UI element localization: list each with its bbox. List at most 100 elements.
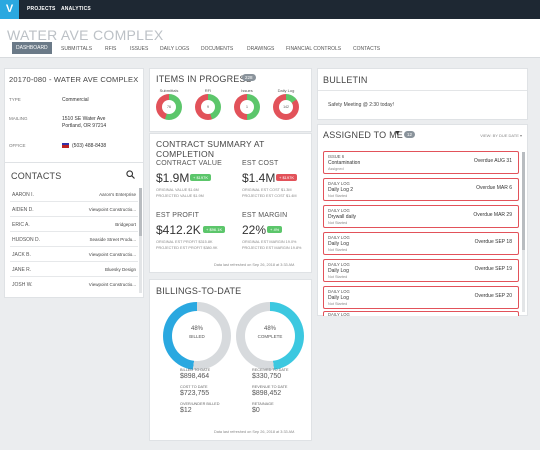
tab-documents[interactable]: DOCUMENTS	[201, 46, 234, 52]
contract-refresh-note: Data last refreshed on Sep 26, 2018 at 3…	[214, 263, 296, 267]
item-status: Not Started	[328, 248, 348, 252]
top-nav-bar: V PROJECTS ANALYTICS	[0, 0, 540, 19]
tab-financial-controls[interactable]: FINANCIAL CONTROLS	[286, 46, 342, 52]
est-margin-note: ORIGINAL EST MARGIN 19.0%	[242, 240, 297, 244]
complete-label: COMPLETE	[257, 334, 283, 339]
contact-company: Bridgeport	[115, 222, 136, 227]
contact-row[interactable]: AIDEN D. Viewpoint Constructio...	[10, 202, 138, 217]
bulletin-item[interactable]: Safety Meeting @ 2:30 today!	[328, 102, 394, 108]
assigned-dropdown-icon[interactable]: ▼	[394, 130, 401, 137]
items-count-badge: 228	[242, 74, 256, 81]
contact-row[interactable]: HUDSON D. Seaside Street Produ...	[10, 232, 138, 247]
nav-analytics[interactable]: ANALYTICS	[61, 6, 91, 12]
assigned-item[interactable]: DAILY LOG Daily Log Not Started Overdue …	[323, 232, 519, 255]
est-margin-label: EST MARGIN	[242, 212, 288, 219]
item-due: Overdue MAR 29	[473, 212, 512, 218]
items-in-progress-card: ITEMS IN PROGRESS 228 Submittals RFI Iss…	[149, 68, 312, 132]
est-profit-value: $412.2K	[156, 223, 201, 237]
donut-label: RFI	[204, 88, 212, 93]
est-profit-note: ORIGINAL EST PROFIT $315.8K	[156, 240, 213, 244]
us-flag-icon	[62, 143, 69, 148]
item-title: Daily Log	[328, 241, 349, 247]
assigned-item[interactable]: DAILY LOG Daily Log 2 Not Started Overdu…	[323, 178, 519, 201]
contact-row[interactable]: ERIC A. Bridgeport	[10, 217, 138, 232]
item-type: ISSUE 6	[328, 154, 345, 159]
tab-daily-logs[interactable]: DAILY LOGS	[160, 46, 190, 52]
donut-value: 142	[279, 100, 293, 114]
mailing-line1: 1510 SE Water Ave	[62, 116, 106, 122]
contact-row[interactable]: JACK B. Viewpoint Constructio...	[10, 247, 138, 262]
tab-submittals[interactable]: SUBMITTALS	[61, 46, 93, 52]
revenue-label: REVENUE TO DATE	[252, 385, 288, 389]
item-title: Contamination	[328, 160, 361, 166]
tab-drawings[interactable]: DRAWINGS	[247, 46, 275, 52]
issues-donut[interactable]: 1	[234, 94, 260, 120]
tab-dashboard[interactable]: DASHBOARD	[12, 42, 52, 54]
item-due: Overdue SEP 19	[474, 266, 512, 272]
donut-value: 1	[240, 100, 254, 114]
retainage-label: RETAINAGE	[252, 402, 274, 406]
billed-pct: 48%	[190, 326, 203, 332]
received-value: $330,750	[252, 373, 282, 380]
daily-log-donut[interactable]: 142	[273, 94, 299, 120]
assigned-count-badge: 12	[404, 131, 416, 138]
contract-value-note: PROJECTED VALUE $1.9M	[156, 194, 204, 198]
scrollbar-thumb[interactable]	[139, 188, 142, 236]
contacts-card: CONTACTS AARON I. Aaron's Enterprise AID…	[4, 162, 144, 298]
complete-ring-center: 48% COMPLETE	[245, 311, 295, 361]
contact-name: AIDEN D.	[12, 207, 34, 213]
contact-company: Viewpoint Constructio...	[88, 207, 136, 212]
item-type: DAILY LOG	[328, 289, 350, 294]
complete-pct: 48%	[263, 326, 276, 332]
item-due: Overdue AUG 31	[473, 158, 512, 164]
contact-name: AARON I.	[12, 192, 34, 198]
rfi-donut[interactable]: 9	[195, 94, 221, 120]
project-heading: 20170-080 - WATER AVE COMPLEX	[9, 75, 139, 84]
assigned-item[interactable]: ISSUE 6 Contamination Assigned Overdue A…	[323, 151, 519, 174]
contact-row[interactable]: JOSH W. Viewpoint Constructio...	[10, 277, 138, 292]
billed-to-date-value: $898,464	[180, 373, 210, 380]
contacts-scrollbar[interactable]	[139, 188, 142, 293]
donut-label: Daily Log	[277, 88, 295, 93]
office-phone[interactable]: (503) 488-8438	[72, 143, 107, 149]
submittals-donut[interactable]: 76	[156, 94, 182, 120]
item-type: DAILY LOG	[328, 262, 350, 267]
item-status: Not Started	[328, 194, 348, 198]
over-under-value: $12	[180, 407, 192, 414]
retainage-value: $0	[252, 407, 260, 414]
nav-projects[interactable]: PROJECTS	[27, 6, 56, 12]
contract-value-change-badge: + $197K	[190, 174, 212, 181]
tab-issues[interactable]: ISSUES	[130, 46, 149, 52]
contact-company: Viewpoint Constructio...	[88, 252, 136, 257]
search-icon[interactable]	[126, 170, 135, 179]
item-title: Daily Log	[328, 268, 349, 274]
assigned-item[interactable]: DAILY LOG Daily Log Not Started Overdue …	[323, 286, 519, 309]
revenue-value: $898,452	[252, 390, 282, 397]
sort-dropdown[interactable]: VIEW: BY DUE DATE ▾	[480, 133, 522, 138]
est-cost-note: PROJECTED EST COST $1.4M	[242, 194, 297, 198]
donut-label: Submittals	[159, 88, 179, 93]
contact-name: JANE R.	[12, 267, 32, 273]
cost-to-date-label: COST TO DATE	[180, 385, 208, 389]
complete-ring[interactable]: 48% COMPLETE	[236, 302, 304, 370]
tab-rfis[interactable]: RFIS	[105, 46, 117, 52]
contact-company: Seaside Street Produ...	[89, 237, 136, 242]
assigned-item[interactable]: DAILY LOG Drywall daily Not Started Over…	[323, 205, 519, 228]
assigned-item[interactable]: DAILY LOG	[323, 311, 519, 316]
contract-value-label: CONTRACT VALUE	[156, 160, 222, 167]
scrollbar-thumb[interactable]	[522, 152, 525, 250]
tab-contacts[interactable]: CONTACTS	[353, 46, 381, 52]
billed-ring[interactable]: 48% BILLED	[163, 302, 231, 370]
assigned-item[interactable]: DAILY LOG Daily Log Not Started Overdue …	[323, 259, 519, 282]
project-info-card: 20170-080 - WATER AVE COMPLEX TYPE Comme…	[4, 68, 144, 166]
project-header: WATER AVE COMPLEX DASHBOARD SUBMITTALS R…	[0, 19, 540, 58]
item-due: Overdue SEP 18	[474, 239, 512, 245]
contact-row[interactable]: JANE R. Bluesky Design	[10, 262, 138, 277]
cost-to-date-value: $723,755	[180, 390, 210, 397]
assigned-title: ASSIGNED TO ME	[323, 130, 403, 140]
item-type: DAILY LOG	[328, 181, 350, 186]
assigned-scrollbar[interactable]	[522, 152, 525, 312]
contact-row[interactable]: AARON I. Aaron's Enterprise	[10, 187, 138, 202]
item-type: DAILY LOG	[328, 208, 350, 213]
viewpoint-logo[interactable]: V	[0, 0, 19, 19]
